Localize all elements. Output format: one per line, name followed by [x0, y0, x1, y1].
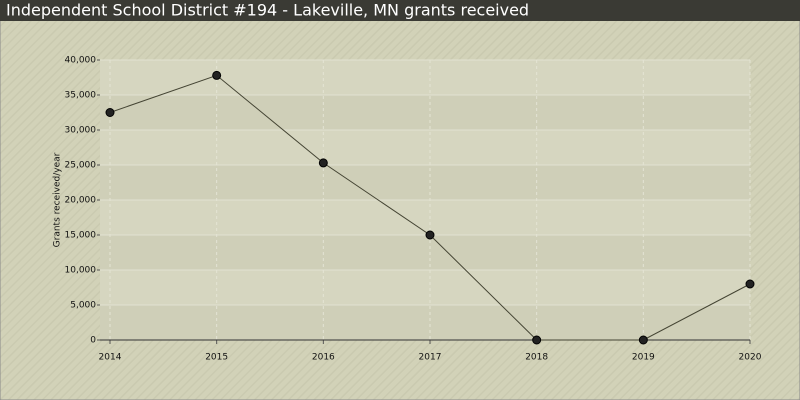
y-tick-label: 0 [90, 336, 96, 346]
y-tick-label: 40,000 [65, 56, 97, 66]
y-tick-label: 30,000 [65, 126, 97, 136]
x-tick-label: 2014 [99, 353, 122, 363]
plot-band [100, 95, 750, 130]
y-tick-label: 15,000 [65, 231, 97, 241]
title-bar [0, 0, 800, 21]
data-point [105, 108, 115, 117]
x-tick-label: 2019 [632, 353, 655, 363]
plot-band [100, 305, 750, 340]
data-point [425, 230, 435, 240]
y-tick-label: 35,000 [65, 91, 97, 101]
y-tick-label: 25,000 [65, 161, 97, 171]
x-tick-label: 2018 [525, 353, 548, 363]
data-point [318, 158, 328, 168]
data-point [532, 335, 542, 345]
data-point [638, 335, 648, 345]
y-axis-label: Grants received/year [53, 152, 63, 247]
x-tick-label: 2017 [419, 353, 442, 363]
x-tick-label: 2020 [739, 353, 762, 363]
plot-band [100, 235, 750, 270]
y-tick-label: 5,000 [70, 301, 96, 311]
y-tick-label: 20,000 [65, 196, 97, 206]
data-point [212, 70, 222, 80]
chart-title: Independent School District #194 - Lakev… [6, 1, 529, 20]
data-point [745, 279, 755, 289]
x-tick-label: 2016 [312, 353, 335, 363]
plot-band [100, 165, 750, 200]
y-tick-label: 10,000 [65, 266, 97, 276]
x-tick-label: 2015 [205, 353, 228, 363]
